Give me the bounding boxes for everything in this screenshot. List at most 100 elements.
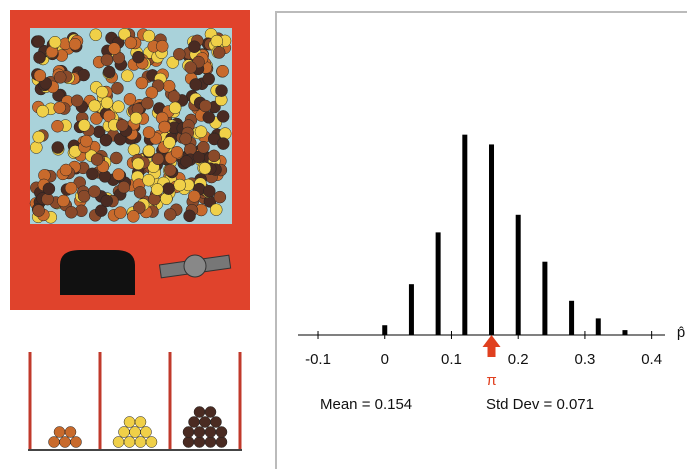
sample-ball — [49, 437, 60, 448]
gumball — [101, 195, 113, 207]
gumball — [197, 141, 209, 153]
gumball — [90, 29, 102, 41]
bar — [622, 330, 627, 335]
gumball — [125, 37, 137, 49]
gumball — [203, 73, 215, 85]
gumball — [96, 86, 108, 98]
bar — [462, 135, 467, 335]
gumball — [216, 85, 228, 97]
gumball — [52, 141, 64, 153]
gumball — [54, 102, 66, 114]
gumball — [113, 169, 125, 181]
sample-ball — [113, 437, 124, 448]
gumball — [143, 127, 155, 139]
gumball — [199, 100, 211, 112]
sample-ball — [54, 427, 65, 438]
gumball — [69, 38, 81, 50]
gumball — [54, 71, 66, 83]
gumball — [37, 105, 49, 117]
x-tick-label: 0.2 — [508, 351, 529, 368]
bar — [436, 232, 441, 335]
gumball — [110, 152, 122, 164]
x-tick-label: -0.1 — [305, 351, 331, 368]
sample-ball — [124, 437, 135, 448]
gumball — [108, 43, 120, 55]
gumball — [132, 158, 144, 170]
gumball — [43, 183, 55, 195]
bar — [489, 144, 494, 335]
sample-ball — [194, 427, 205, 438]
x-axis-label: p̂ — [677, 324, 685, 341]
gumball — [159, 121, 171, 133]
sample-ball — [124, 417, 135, 428]
sample-ball — [146, 437, 157, 448]
gumball — [169, 102, 181, 114]
gumball — [51, 120, 63, 132]
sample-ball — [205, 407, 216, 418]
gumball — [118, 181, 130, 193]
gumball — [88, 186, 100, 198]
gumball — [100, 134, 112, 146]
gumball — [101, 97, 113, 109]
sample-ball — [65, 427, 76, 438]
gumball — [42, 193, 54, 205]
gumball — [174, 179, 186, 191]
gumball — [163, 137, 175, 149]
gumball — [163, 183, 175, 195]
gumball — [211, 35, 223, 47]
gumball — [121, 70, 133, 82]
std-dev-label: Std Dev = 0.071 — [486, 396, 594, 413]
gumball — [180, 156, 192, 168]
gumball — [78, 119, 90, 131]
sample-ball — [200, 417, 211, 428]
gumball — [213, 47, 225, 59]
bar — [516, 215, 521, 335]
gumball — [217, 110, 229, 122]
gumball — [217, 65, 229, 77]
gumball — [124, 93, 136, 105]
sample-balls — [49, 407, 228, 448]
gumball — [185, 61, 197, 73]
gumball — [141, 97, 153, 109]
x-tick-label: 0 — [381, 351, 389, 368]
gumball — [151, 183, 163, 195]
sample-ball — [194, 407, 205, 418]
gumball — [188, 190, 200, 202]
sample-ball — [71, 437, 82, 448]
sample-ball — [135, 417, 146, 428]
gumball — [60, 164, 72, 176]
sample-ball — [183, 427, 194, 438]
gumball — [89, 100, 101, 112]
gumball — [217, 138, 229, 150]
gumball — [134, 186, 146, 198]
gumball — [34, 70, 46, 82]
gumball — [208, 150, 220, 162]
x-tick-label: 0.1 — [441, 351, 462, 368]
pi-label: π — [486, 372, 496, 389]
gumball — [146, 87, 158, 99]
gumball — [114, 207, 126, 219]
gumball — [116, 119, 128, 131]
gumball — [80, 135, 92, 147]
gumball — [195, 126, 207, 138]
gumball — [65, 206, 77, 218]
gumball — [91, 154, 103, 166]
gumball — [112, 101, 124, 113]
sample-ball — [60, 437, 71, 448]
bar — [596, 318, 601, 335]
sample-ball — [194, 437, 205, 448]
dispense-slot[interactable] — [60, 250, 135, 295]
sample-ball — [189, 417, 200, 428]
gumball — [136, 77, 148, 89]
gumball — [173, 48, 185, 60]
gumball — [33, 205, 45, 217]
gumball — [103, 66, 115, 78]
gumball — [164, 208, 176, 220]
gumball — [168, 91, 180, 103]
gumball — [180, 133, 192, 145]
gumball — [33, 131, 45, 143]
gumball — [214, 191, 226, 203]
gumball — [190, 79, 202, 91]
gumball — [143, 30, 155, 42]
